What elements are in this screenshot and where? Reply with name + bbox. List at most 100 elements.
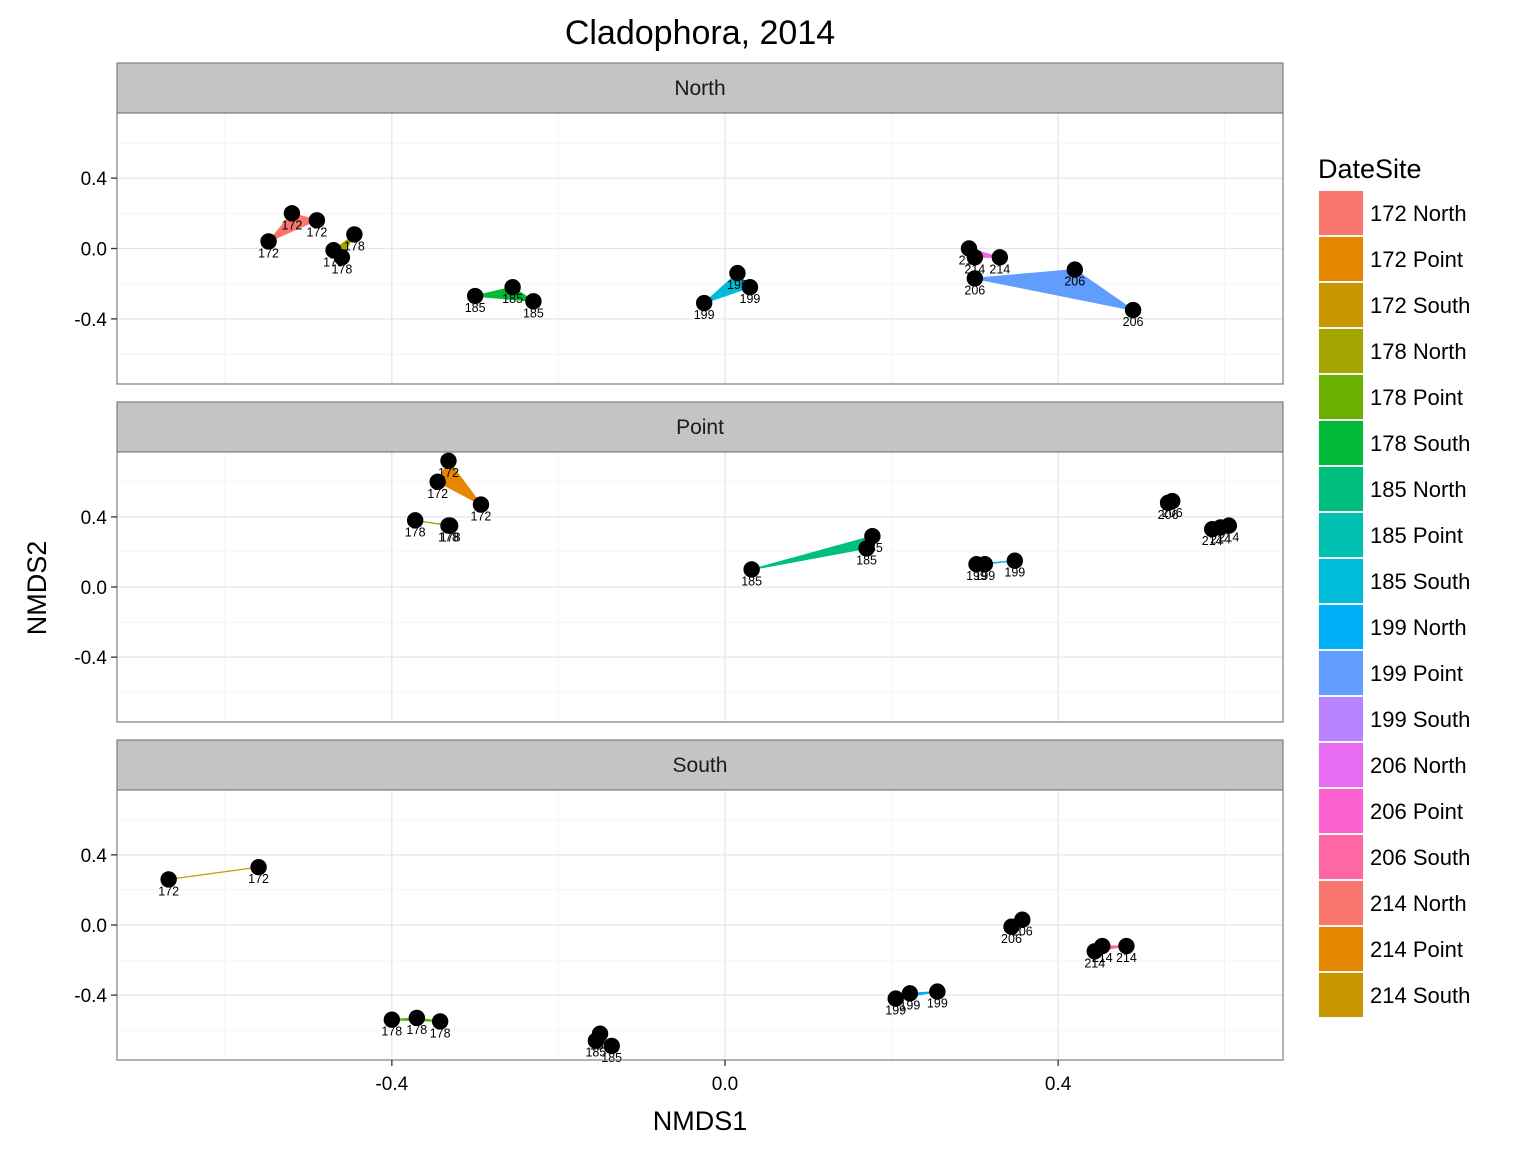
data-point: [1164, 492, 1181, 510]
point-label: 178: [440, 531, 461, 545]
data-point: [858, 540, 875, 557]
legend-key-swatch: [1319, 881, 1363, 925]
hull-185-north: [474, 286, 534, 302]
x-tick-label: -0.4: [375, 1074, 408, 1095]
point-label: 214: [1210, 532, 1231, 546]
data-point: [743, 561, 760, 578]
point-label: 206: [964, 283, 985, 297]
data-point: [308, 212, 326, 229]
legend-label: 206 South: [1370, 845, 1470, 870]
data-point: [504, 279, 521, 296]
point-label: 199: [899, 998, 920, 1012]
point-label: 178: [438, 531, 459, 545]
y-tick-label: 0.0: [81, 578, 107, 599]
data-point: [333, 249, 351, 266]
legend-label: 185 South: [1370, 569, 1470, 594]
point-label: 214: [1116, 951, 1137, 965]
point-label: 185: [862, 541, 883, 555]
point-label: 185: [523, 306, 544, 320]
point-label: 185: [465, 301, 486, 315]
data-point: [1118, 937, 1135, 955]
legend-key-swatch: [1319, 973, 1363, 1017]
x-tick-label: 0.0: [712, 1074, 738, 1095]
legend-label: 172 North: [1370, 201, 1467, 226]
data-point: [346, 226, 363, 243]
point-label: 172: [438, 466, 459, 480]
point-label: 214: [1202, 534, 1223, 548]
legend-label: 185 North: [1370, 477, 1467, 502]
point-label: 185: [502, 292, 523, 306]
point-label: 214: [989, 262, 1010, 276]
point-label: 185: [585, 1046, 606, 1060]
y-tick-label: -0.4: [74, 986, 107, 1007]
data-point: [525, 293, 542, 310]
data-point: [966, 270, 984, 287]
y-axis-title: NMDS2: [22, 541, 52, 636]
legend-key-swatch: [1319, 329, 1363, 373]
x-tick-label: 0.4: [1045, 1074, 1072, 1095]
data-point: [472, 496, 490, 513]
point-label: 199: [974, 569, 995, 583]
data-point: [603, 1037, 620, 1055]
point-label: 206: [1123, 315, 1144, 329]
point-label: 172: [306, 225, 327, 239]
data-point: [1066, 261, 1083, 278]
hull-206-north: [974, 268, 1134, 311]
data-point: [383, 1011, 401, 1028]
legend-key-swatch: [1319, 283, 1363, 327]
legend-label: 206 Point: [1370, 799, 1463, 824]
data-point: [929, 983, 946, 1000]
legend-label: 178 South: [1370, 431, 1470, 456]
legend-key-swatch: [1319, 927, 1363, 971]
legend-key-swatch: [1319, 605, 1363, 649]
point-label: 199: [1004, 566, 1025, 580]
data-point: [1006, 552, 1024, 569]
legend-label: 214 North: [1370, 891, 1467, 916]
x-axis-title: NMDS1: [653, 1106, 748, 1136]
y-tick-label: 0.4: [81, 508, 108, 529]
legend-label: 185 Point: [1370, 523, 1463, 548]
point-label: 199: [966, 569, 987, 583]
point-label: 178: [344, 239, 365, 253]
data-point: [901, 985, 919, 1002]
legend-key-swatch: [1319, 651, 1363, 695]
legend-label: 214 South: [1370, 983, 1470, 1008]
y-tick-label: -0.4: [74, 648, 107, 669]
y-tick-label: 0.0: [81, 240, 107, 261]
legend-label: 199 South: [1370, 707, 1470, 732]
point-label: 214: [964, 262, 985, 276]
point-label: 206: [1158, 508, 1179, 522]
data-point: [1014, 911, 1031, 928]
point-label: 172: [158, 884, 179, 898]
point-label: 206: [1064, 275, 1085, 289]
point-label: 199: [694, 308, 715, 322]
legend-key-swatch: [1319, 467, 1363, 511]
legend-label: 178 North: [1370, 339, 1467, 364]
legend-key-swatch: [1319, 237, 1363, 281]
data-point: [729, 264, 746, 282]
point-label: 185: [856, 553, 877, 567]
y-tick-label: 0.0: [81, 916, 107, 937]
chart-title: Cladophora, 2014: [565, 14, 835, 52]
data-point: [1124, 301, 1142, 319]
point-label: 178: [331, 262, 352, 276]
legend-label: 206 North: [1370, 753, 1467, 778]
point-label: 178: [406, 1023, 427, 1037]
y-tick-label: 0.4: [81, 169, 108, 190]
point-label: 199: [885, 1004, 906, 1018]
legend-label: 199 Point: [1370, 661, 1463, 686]
facet-strip: [116, 739, 1284, 791]
hull-172-point: [436, 459, 482, 506]
data-point: [429, 473, 446, 491]
data-point: [431, 1013, 449, 1030]
data-point: [976, 556, 994, 573]
y-axis: -0.4 0.0 0.4 -0.4 0.0 0.4 -0.4 0.0 0.4: [74, 169, 117, 1007]
data-point: [441, 517, 459, 534]
data-point: [466, 287, 484, 305]
legend-key-swatch: [1319, 835, 1363, 879]
point-label: 214: [1092, 951, 1113, 965]
legend-label: 178 Point: [1370, 385, 1463, 410]
